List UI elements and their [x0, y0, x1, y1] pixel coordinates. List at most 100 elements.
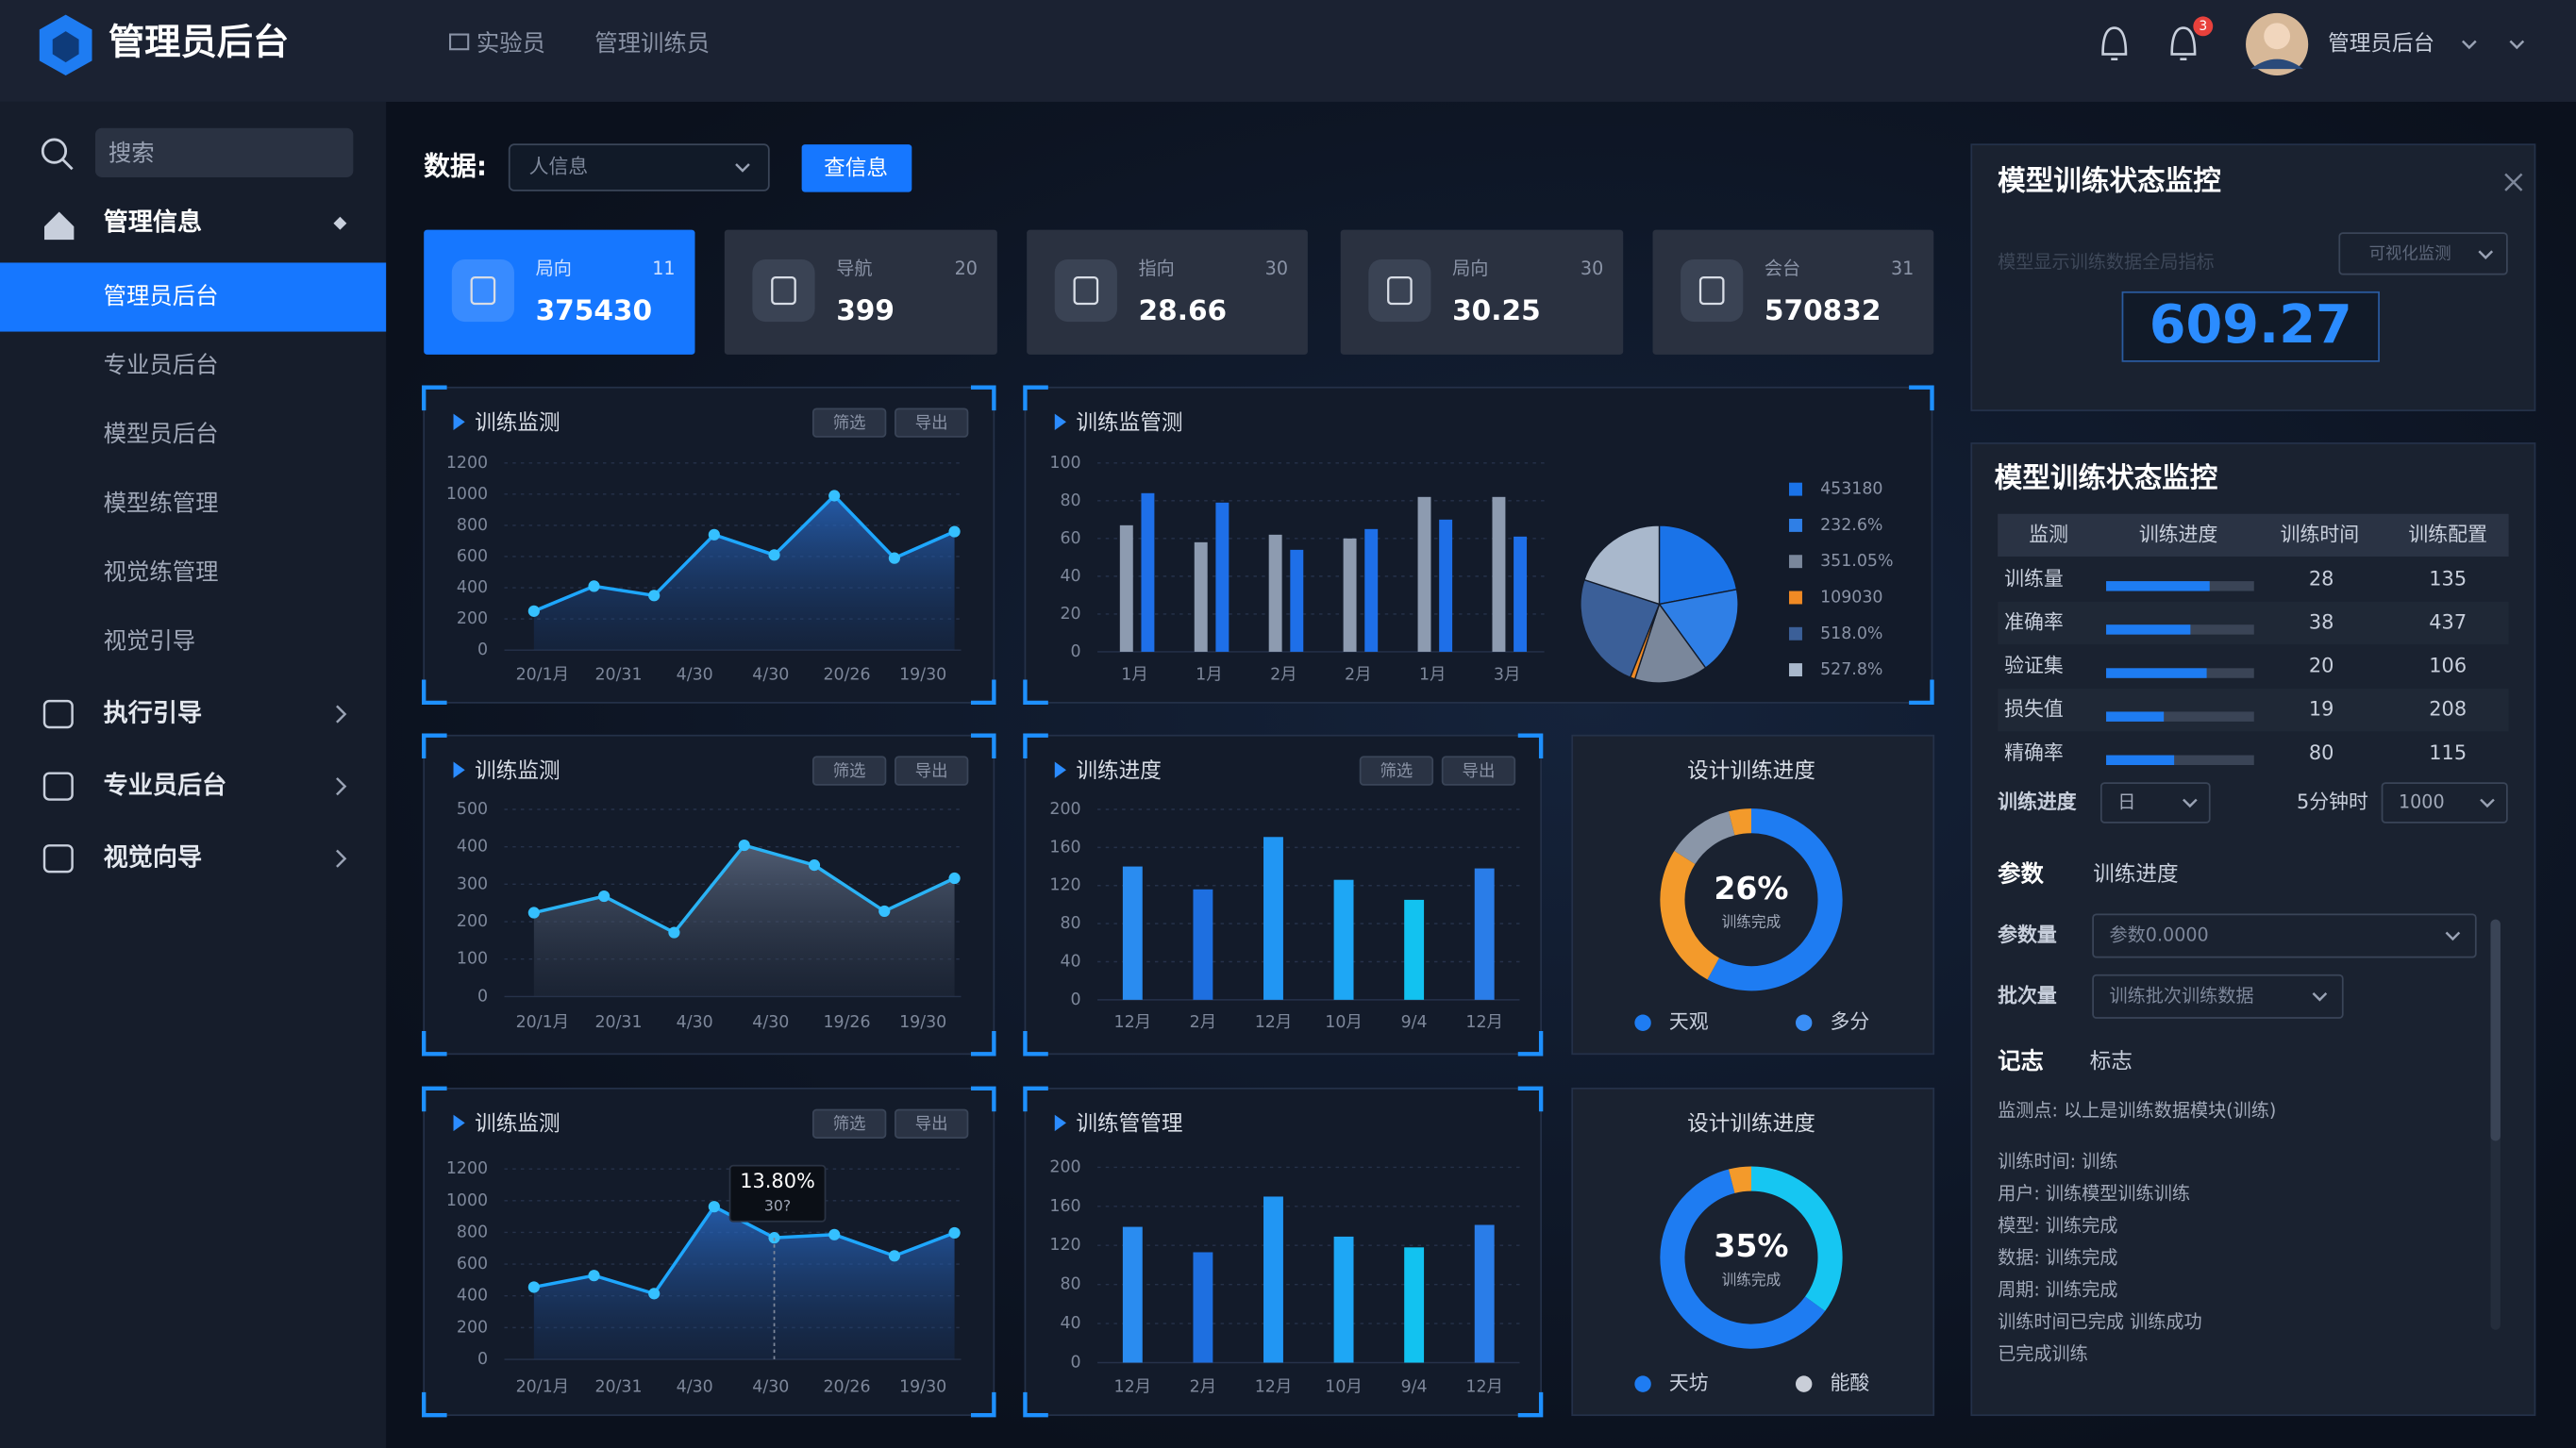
x-tick-label: 2月: [1345, 665, 1371, 684]
submenu-item[interactable]: 专业员后台: [104, 351, 219, 378]
panel-title: 训练监测: [475, 758, 560, 783]
data-point: [948, 525, 961, 538]
menu-item[interactable]: 视觉向导: [104, 843, 202, 873]
bar: [1215, 502, 1229, 652]
y-tick-label: 160: [1049, 1197, 1080, 1216]
search-placeholder: 搜索: [109, 140, 155, 167]
x-tick-label: 1月: [1196, 665, 1222, 684]
stat-count: 20: [955, 258, 978, 279]
panel-button[interactable]: [895, 756, 969, 786]
panel-title: 模型训练状态监控: [1998, 165, 2221, 197]
donut-value: 26%: [1714, 870, 1788, 907]
stat-count: 30: [1265, 258, 1288, 279]
menu-item[interactable]: 专业员后台: [104, 771, 227, 800]
log-line: 模型: 训练完成: [1998, 1215, 2117, 1237]
panel-button[interactable]: [811, 756, 887, 786]
x-tick-label: 10月: [1325, 1378, 1363, 1397]
search-box[interactable]: [94, 127, 354, 177]
menu-icon: [42, 699, 74, 729]
legend-swatch: [1789, 626, 1802, 641]
table-row-bg: [1998, 601, 2509, 645]
stat-count: 11: [652, 258, 675, 279]
panel-title: 设计训练进度: [1687, 1112, 1815, 1137]
select[interactable]: [2338, 232, 2508, 275]
x-tick-label: 10月: [1325, 1013, 1363, 1032]
submenu-item[interactable]: 视觉引导: [104, 626, 195, 654]
nav-icon: [449, 33, 470, 51]
panel: [1970, 143, 2536, 411]
panel-button[interactable]: [895, 1108, 969, 1139]
nav-link[interactable]: 管理训练员: [594, 29, 710, 57]
query-button[interactable]: [801, 144, 912, 192]
y-tick-label: 200: [457, 1318, 488, 1337]
panel-button[interactable]: [1441, 756, 1516, 786]
submenu-item[interactable]: 模型练管理: [104, 489, 219, 516]
y-tick-label: 40: [1060, 567, 1080, 586]
legend-swatch: [1789, 518, 1802, 532]
button-label: 筛选: [833, 1115, 866, 1134]
menu-item[interactable]: 管理信息: [104, 208, 202, 237]
scrollbar-thumb[interactable]: [2490, 919, 2501, 1141]
panel-button[interactable]: [811, 1108, 887, 1139]
y-tick-label: 200: [457, 609, 488, 628]
x-tick-label: 19/30: [899, 1013, 946, 1032]
title-marker: [1054, 413, 1066, 430]
y-tick-label: 300: [457, 874, 488, 893]
bell-icon: [2170, 26, 2197, 60]
select[interactable]: [2092, 974, 2344, 1019]
bar: [1193, 889, 1213, 1000]
x-tick-label: 20/26: [823, 665, 870, 684]
donut-segment: [1728, 1166, 1752, 1193]
x-tick-label: 9/4: [1401, 1378, 1428, 1397]
panel-title: 训练监管测: [1076, 411, 1182, 436]
panel-button[interactable]: [895, 408, 969, 438]
user-name[interactable]: 管理员后台: [2328, 31, 2434, 56]
legend-swatch: [1789, 482, 1802, 496]
pie-slice: [1658, 588, 1739, 670]
bar: [1343, 538, 1357, 652]
bar: [1514, 536, 1528, 652]
submenu-item[interactable]: 视觉练管理: [104, 558, 219, 585]
y-tick-label: 0: [1071, 1354, 1081, 1373]
y-tick-label: 500: [457, 800, 488, 819]
nav-link[interactable]: 实验员: [477, 29, 545, 57]
y-tick-label: 100: [1049, 454, 1080, 473]
panel: [1571, 734, 1935, 1056]
select[interactable]: [508, 143, 770, 191]
chevron: [336, 777, 347, 796]
y-tick-label: 1200: [446, 1159, 488, 1178]
panel-button[interactable]: [811, 408, 887, 438]
data-point: [598, 890, 611, 903]
select[interactable]: [2099, 782, 2211, 824]
stat-label: 指向: [1139, 258, 1175, 279]
filter-label: 训练进度: [1998, 791, 2077, 813]
select[interactable]: [2381, 782, 2508, 824]
panel-corner: [1909, 679, 1934, 706]
panel-subtitle: 模型显示训练数据全局指标: [1998, 251, 2215, 273]
data-point: [527, 907, 540, 919]
progress-track: [2106, 711, 2254, 722]
button-label: 筛选: [1380, 762, 1413, 781]
stat-icon-glyph: [1073, 275, 1099, 306]
panel-button[interactable]: [1359, 756, 1434, 786]
select[interactable]: [2092, 913, 2477, 958]
x-tick-label: 19/30: [899, 1378, 946, 1397]
y-tick-label: 0: [477, 987, 488, 1006]
data-point: [948, 872, 961, 885]
panel-corner: [1023, 679, 1048, 706]
donut-caption: 训练完成: [1722, 1271, 1781, 1289]
cell: 19: [2309, 698, 2334, 721]
submenu-item[interactable]: 管理员后台: [104, 282, 219, 309]
y-tick-label: 200: [457, 912, 488, 931]
button-label: 导出: [915, 1115, 948, 1134]
cell: 38: [2309, 610, 2334, 633]
menu-item[interactable]: 执行引导: [104, 699, 202, 728]
select-value: 人信息: [529, 156, 589, 178]
line: [533, 1204, 956, 1296]
x-tick-label: 2月: [1270, 665, 1296, 684]
stat-count: 30: [1581, 258, 1603, 279]
x-tick-label: 20/1月: [516, 1013, 569, 1032]
title-marker: [453, 761, 465, 778]
submenu-item[interactable]: 模型员后台: [104, 420, 219, 447]
